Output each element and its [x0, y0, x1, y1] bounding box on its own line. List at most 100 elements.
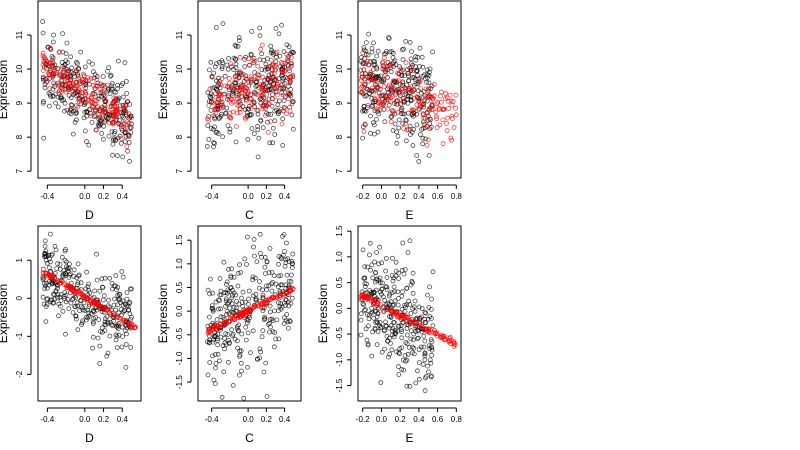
data-point [408, 336, 414, 342]
data-point [423, 329, 429, 334]
data-point [242, 64, 248, 69]
x-axis: -0.4 0.0 0.2 0.4 [40, 407, 128, 424]
data-point [391, 284, 397, 290]
data-point [263, 61, 269, 67]
data-point [216, 325, 222, 331]
data-point [283, 297, 289, 302]
data-point [270, 125, 276, 131]
data-point [408, 328, 414, 334]
data-point [425, 369, 431, 375]
data-point [60, 86, 65, 92]
data-point [441, 106, 447, 112]
data-point [268, 119, 274, 124]
data-point [258, 118, 264, 124]
data-point [215, 297, 221, 303]
data-point [75, 261, 81, 267]
data-point [233, 305, 239, 311]
data-point [383, 284, 389, 290]
data-point [106, 65, 112, 70]
x-axis-title: D [85, 208, 94, 222]
data-point [429, 101, 435, 107]
data-point [211, 326, 217, 332]
data-point [45, 78, 50, 84]
data-point [285, 55, 291, 61]
data-point [113, 307, 118, 313]
data-point [235, 283, 241, 289]
x-tick-label: -0.4 [205, 192, 219, 201]
data-point [416, 360, 422, 366]
x-tick-label: 0.0 [243, 415, 255, 424]
data-point [71, 131, 76, 137]
data-point [270, 140, 276, 146]
data-point [81, 83, 87, 89]
data-point [119, 127, 125, 133]
y-tick-label: 11 [335, 30, 344, 39]
data-point [276, 253, 282, 259]
data-point [407, 132, 413, 137]
data-point [426, 70, 432, 75]
data-point [66, 93, 72, 98]
data-point [84, 139, 89, 144]
data-point [420, 95, 426, 101]
x-axis-title: E [405, 208, 413, 222]
data-point [84, 269, 89, 275]
data-point [387, 49, 393, 55]
data-point [65, 71, 71, 77]
data-point [381, 84, 387, 89]
data-point [363, 40, 369, 45]
data-point [98, 328, 103, 334]
data-point [82, 64, 88, 70]
data-point [274, 54, 279, 60]
data-point [424, 292, 430, 298]
data-point [262, 300, 268, 306]
data-point [80, 97, 85, 102]
data-point [126, 120, 132, 126]
data-point [272, 132, 278, 137]
data-point [403, 138, 409, 144]
data-point [110, 141, 116, 147]
data-point [453, 105, 459, 111]
data-point [273, 76, 279, 82]
data-point [413, 57, 419, 63]
data-point [434, 116, 439, 122]
y-tick-label: 7 [175, 168, 184, 173]
y-axis: 7 8 9 10 11 [175, 30, 192, 173]
data-point [57, 266, 63, 272]
data-point [225, 66, 231, 72]
data-point [50, 39, 56, 45]
y-tick-label: 11 [15, 30, 24, 39]
data-point [212, 91, 218, 96]
data-point [68, 54, 73, 60]
data-point [421, 115, 427, 121]
y-tick-label: -1.0 [175, 351, 184, 365]
data-point [379, 286, 385, 292]
data-point [111, 113, 116, 119]
data-point [375, 129, 381, 135]
data-point [248, 96, 254, 101]
data-point [273, 59, 279, 64]
data-point [445, 115, 450, 121]
data-point [438, 93, 443, 99]
data-point [116, 297, 122, 303]
data-point [55, 94, 61, 100]
data-point [422, 72, 427, 78]
data-point [403, 340, 409, 345]
data-point [234, 92, 240, 98]
data-point [370, 67, 376, 73]
data-point [265, 119, 270, 125]
data-point [263, 113, 268, 118]
data-point [205, 90, 211, 96]
data-point [268, 76, 274, 82]
data-point [210, 308, 216, 314]
data-point [370, 102, 376, 108]
data-point [97, 361, 103, 366]
data-point [369, 353, 375, 359]
data-point [85, 315, 91, 321]
data-point [262, 86, 268, 91]
data-point [242, 299, 248, 305]
data-point [422, 310, 428, 315]
data-point [117, 122, 123, 128]
data-point [360, 108, 366, 114]
data-point [230, 109, 236, 115]
x-axis-title: C [245, 208, 254, 222]
